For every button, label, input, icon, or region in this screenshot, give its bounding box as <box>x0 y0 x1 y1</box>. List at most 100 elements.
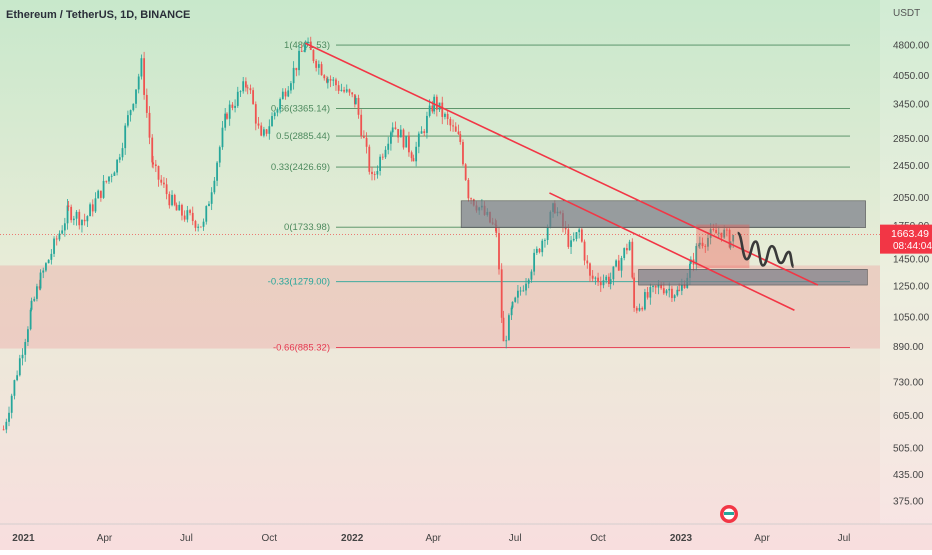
candle-body[interactable] <box>242 81 245 92</box>
candle-body[interactable] <box>607 276 610 285</box>
zone-rect-0[interactable] <box>460 200 866 228</box>
candle-body[interactable] <box>662 288 665 294</box>
candle-body[interactable] <box>620 257 623 271</box>
candle-body[interactable] <box>213 180 216 193</box>
candle-body[interactable] <box>148 112 151 138</box>
candle-body[interactable] <box>567 229 570 247</box>
candle-body[interactable] <box>638 307 641 311</box>
candle-body[interactable] <box>420 131 423 134</box>
candle-body[interactable] <box>397 129 400 138</box>
candle-body[interactable] <box>720 232 723 238</box>
candle-body[interactable] <box>260 125 263 136</box>
candle-body[interactable] <box>570 240 572 247</box>
candle-body[interactable] <box>628 241 631 251</box>
candle-body[interactable] <box>231 104 234 108</box>
candle-body[interactable] <box>127 115 129 126</box>
candle-body[interactable] <box>21 354 24 359</box>
candle-body[interactable] <box>467 179 470 199</box>
candle-body[interactable] <box>279 99 282 110</box>
candle-body[interactable] <box>678 289 681 291</box>
candle-body[interactable] <box>605 276 608 281</box>
candle-body[interactable] <box>97 190 100 199</box>
candle-body[interactable] <box>244 81 247 88</box>
trendline-0[interactable] <box>305 42 819 286</box>
candle-body[interactable] <box>394 127 397 130</box>
candle-body[interactable] <box>591 275 594 279</box>
candle-body[interactable] <box>701 242 704 247</box>
candle-body[interactable] <box>671 288 673 299</box>
candle-body[interactable] <box>387 143 390 150</box>
candle-body[interactable] <box>348 89 351 93</box>
candle-body[interactable] <box>137 76 140 90</box>
candle-body[interactable] <box>221 127 224 148</box>
candle-body[interactable] <box>405 135 408 148</box>
candle-body[interactable] <box>381 156 384 158</box>
candle-body[interactable] <box>18 358 21 376</box>
candle-body[interactable] <box>276 109 279 113</box>
candle-body[interactable] <box>55 238 58 240</box>
candle-body[interactable] <box>431 105 434 112</box>
candle-body[interactable] <box>61 230 64 234</box>
candle-body[interactable] <box>527 279 530 284</box>
candle-body[interactable] <box>428 105 431 116</box>
candle-body[interactable] <box>602 280 605 286</box>
candle-body[interactable] <box>505 340 508 342</box>
candle-body[interactable] <box>263 129 265 136</box>
candle-body[interactable] <box>368 146 371 172</box>
candle-body[interactable] <box>58 233 61 240</box>
candle-body[interactable] <box>78 211 81 226</box>
candle-body[interactable] <box>66 205 69 224</box>
candle-body[interactable] <box>511 301 514 308</box>
candle-body[interactable] <box>644 292 646 310</box>
candle-body[interactable] <box>689 259 692 264</box>
candle-body[interactable] <box>236 91 239 106</box>
candle-body[interactable] <box>173 194 176 205</box>
candle-body[interactable] <box>345 89 348 92</box>
candle-body[interactable] <box>502 317 505 342</box>
candle-body[interactable] <box>326 79 329 83</box>
candle-body[interactable] <box>459 134 462 142</box>
candle-body[interactable] <box>631 241 634 278</box>
candle-body[interactable] <box>202 221 205 227</box>
candle-body[interactable] <box>47 259 50 264</box>
candle-body[interactable] <box>99 190 102 198</box>
candle-body[interactable] <box>257 123 260 126</box>
candle-body[interactable] <box>589 263 591 276</box>
candle-body[interactable] <box>391 127 394 133</box>
candle-body[interactable] <box>53 238 55 254</box>
candle-body[interactable] <box>441 102 444 117</box>
candle-body[interactable] <box>609 279 612 285</box>
candle-body[interactable] <box>725 229 728 231</box>
candle-body[interactable] <box>676 289 679 296</box>
candle-body[interactable] <box>649 287 652 298</box>
trendline-1[interactable] <box>549 192 795 311</box>
candle-body[interactable] <box>39 272 42 289</box>
candle-body[interactable] <box>268 126 271 134</box>
candle-body[interactable] <box>36 286 38 299</box>
candle-body[interactable] <box>94 198 97 212</box>
candle-body[interactable] <box>326 78 328 83</box>
candle-body[interactable] <box>303 50 306 52</box>
candle-body[interactable] <box>351 92 354 95</box>
candle-body[interactable] <box>181 204 183 216</box>
candle-body[interactable] <box>5 421 8 430</box>
candle-body[interactable] <box>27 329 29 343</box>
candle-body[interactable] <box>2 429 5 431</box>
candle-body[interactable] <box>343 89 345 92</box>
candle-body[interactable] <box>113 172 116 176</box>
candle-body[interactable] <box>415 146 418 162</box>
candle-body[interactable] <box>417 133 420 147</box>
candle-body[interactable] <box>698 244 700 246</box>
candle-body[interactable] <box>668 288 671 291</box>
candle-body[interactable] <box>625 248 628 251</box>
candle-body[interactable] <box>360 114 363 136</box>
candle-body[interactable] <box>575 232 578 239</box>
candle-body[interactable] <box>444 113 446 117</box>
candle-body[interactable] <box>124 125 127 149</box>
candle-body[interactable] <box>660 285 663 289</box>
candle-body[interactable] <box>464 164 467 180</box>
candle-body[interactable] <box>151 137 154 163</box>
candle-body[interactable] <box>457 131 460 135</box>
candle-body[interactable] <box>29 309 32 330</box>
candle-body[interactable] <box>646 292 649 298</box>
